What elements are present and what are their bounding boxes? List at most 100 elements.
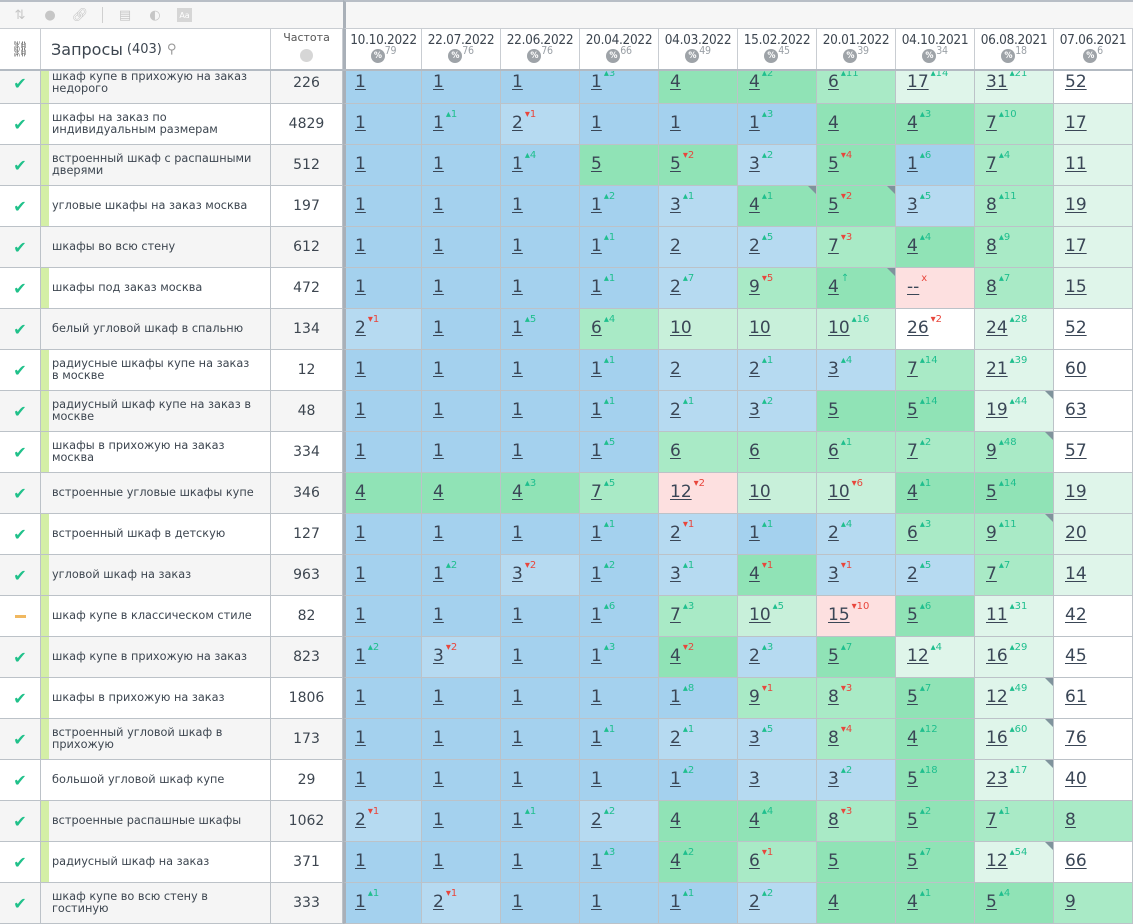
position-cell[interactable]: 3	[738, 760, 817, 801]
position-value[interactable]: 17	[1065, 236, 1087, 256]
status-cell[interactable]: ✔	[0, 309, 41, 350]
position-value[interactable]: 1	[670, 113, 681, 133]
position-cell[interactable]: 1 ▴2	[659, 760, 738, 801]
position-value[interactable]: 1	[591, 769, 602, 789]
position-cell[interactable]: 3 ▴1	[659, 555, 738, 596]
position-cell[interactable]: 1	[422, 186, 501, 227]
position-cell[interactable]: 2 ▾1	[343, 801, 422, 842]
position-cell[interactable]: 2 ▴3	[738, 637, 817, 678]
position-cell[interactable]: 1	[343, 268, 422, 309]
position-value[interactable]: 1	[433, 441, 444, 461]
position-value[interactable]: 1	[433, 687, 444, 707]
position-cell[interactable]: 8	[1054, 801, 1133, 842]
position-cell[interactable]: 4 ↑	[817, 268, 896, 309]
position-cell[interactable]: 1 ▴2	[580, 555, 659, 596]
position-cell[interactable]: 1 ▴6	[580, 596, 659, 637]
position-cell[interactable]: 7 ▴5	[580, 473, 659, 514]
position-value[interactable]: 4	[828, 113, 839, 133]
status-cell[interactable]: ✔	[0, 555, 41, 596]
position-cell[interactable]: 1 ▴3	[738, 104, 817, 145]
position-value[interactable]: 1	[591, 892, 602, 912]
position-cell[interactable]: 4 ▾1	[738, 555, 817, 596]
position-value[interactable]: 9	[986, 441, 997, 461]
link-column-header[interactable]: ⛓	[0, 29, 41, 69]
contrast-icon[interactable]: ◐	[149, 7, 161, 23]
position-cell[interactable]: 12 ▴49	[975, 678, 1054, 719]
position-cell[interactable]: 1	[343, 760, 422, 801]
position-value[interactable]: 7	[670, 605, 681, 625]
position-value[interactable]: 60	[1065, 359, 1087, 379]
position-value[interactable]: 1	[355, 523, 366, 543]
position-cell[interactable]: 5	[817, 842, 896, 883]
position-value[interactable]: 66	[1065, 851, 1087, 871]
position-cell[interactable]: 1	[343, 145, 422, 186]
note-corner-marker[interactable]	[1045, 391, 1053, 399]
position-value[interactable]: 1	[512, 810, 523, 830]
note-corner-marker[interactable]	[1045, 760, 1053, 768]
position-cell[interactable]: 10 ▴5	[738, 596, 817, 637]
position-cell[interactable]: 6	[659, 432, 738, 473]
position-cell[interactable]: 1 ▴1	[738, 514, 817, 555]
position-cell[interactable]: 1	[343, 555, 422, 596]
position-cell[interactable]: 16 ▴29	[975, 637, 1054, 678]
status-cell[interactable]: ✔	[0, 760, 41, 801]
position-cell[interactable]: 2 ▴1	[738, 350, 817, 391]
position-value[interactable]: --	[907, 277, 920, 297]
position-value[interactable]: 1	[355, 154, 366, 174]
note-corner-marker[interactable]	[1045, 842, 1053, 850]
position-value[interactable]: 6	[828, 72, 839, 92]
position-value[interactable]: 2	[749, 646, 760, 666]
position-value[interactable]: 2	[749, 236, 760, 256]
position-cell[interactable]: 2 ▴2	[738, 883, 817, 924]
date-column-header[interactable]: 10.10.2022% 79	[343, 29, 422, 69]
position-cell[interactable]: 1	[422, 514, 501, 555]
note-corner-marker[interactable]	[1045, 719, 1053, 727]
position-value[interactable]: 1	[591, 851, 602, 871]
position-value[interactable]: 3	[670, 195, 681, 215]
position-cell[interactable]: 17 ▴14	[896, 71, 975, 104]
position-value[interactable]: 12	[986, 687, 1008, 707]
position-value[interactable]: 1	[512, 523, 523, 543]
query-cell[interactable]: встроенный угловой шкаф в прихожую	[41, 719, 271, 760]
position-value[interactable]: 2	[512, 113, 523, 133]
position-value[interactable]: 2	[749, 892, 760, 912]
position-cell[interactable]: 7 ▴3	[659, 596, 738, 637]
position-cell[interactable]: 1	[501, 842, 580, 883]
position-cell[interactable]: 45	[1054, 637, 1133, 678]
query-cell[interactable]: угловой шкаф на заказ	[41, 555, 271, 596]
position-cell[interactable]: 57	[1054, 432, 1133, 473]
position-cell[interactable]: 1	[422, 309, 501, 350]
position-value[interactable]: 1	[355, 72, 366, 92]
position-cell[interactable]: 1	[343, 71, 422, 104]
query-cell[interactable]: шкафы под заказ москва	[41, 268, 271, 309]
position-value[interactable]: 1	[512, 687, 523, 707]
position-cell[interactable]: 15 ▾10	[817, 596, 896, 637]
position-value[interactable]: 3	[828, 564, 839, 584]
position-value[interactable]: 3	[670, 564, 681, 584]
position-cell[interactable]: 1	[501, 596, 580, 637]
position-value[interactable]: 1	[355, 400, 366, 420]
position-cell[interactable]: 12 ▾2	[659, 473, 738, 514]
position-value[interactable]: 1	[591, 605, 602, 625]
position-cell[interactable]: 3 ▴4	[817, 350, 896, 391]
position-cell[interactable]: 6 ▴3	[896, 514, 975, 555]
position-value[interactable]: 16	[986, 728, 1008, 748]
position-value[interactable]: 2	[670, 400, 681, 420]
position-value[interactable]: 26	[907, 318, 929, 338]
status-cell[interactable]: ✔	[0, 391, 41, 432]
position-cell[interactable]: 4	[422, 473, 501, 514]
position-cell[interactable]: 6 ▾1	[738, 842, 817, 883]
position-cell[interactable]: 1 ▴6	[896, 145, 975, 186]
position-value[interactable]: 4	[670, 851, 681, 871]
position-value[interactable]: 1	[433, 400, 444, 420]
position-value[interactable]: 1	[591, 728, 602, 748]
position-cell[interactable]: 5 ▴14	[975, 473, 1054, 514]
position-value[interactable]: 1	[591, 236, 602, 256]
position-cell[interactable]: 3 ▾1	[817, 555, 896, 596]
position-cell[interactable]: 4 ▴4	[738, 801, 817, 842]
position-cell[interactable]: 1 ▴1	[659, 883, 738, 924]
position-cell[interactable]: 1	[422, 350, 501, 391]
position-cell[interactable]: 21 ▴39	[975, 350, 1054, 391]
position-value[interactable]: 19	[986, 400, 1008, 420]
position-value[interactable]: 1	[433, 728, 444, 748]
